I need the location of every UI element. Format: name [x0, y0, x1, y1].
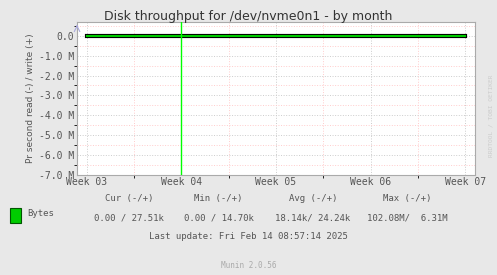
Text: Max (-/+): Max (-/+) [383, 194, 432, 203]
Text: Cur (-/+): Cur (-/+) [105, 194, 154, 203]
Text: 102.08M/  6.31M: 102.08M/ 6.31M [367, 213, 448, 222]
Y-axis label: Pr second read (-) / write (+): Pr second read (-) / write (+) [26, 34, 35, 163]
Text: Disk throughput for /dev/nvme0n1 - by month: Disk throughput for /dev/nvme0n1 - by mo… [104, 10, 393, 23]
Text: Min (-/+): Min (-/+) [194, 194, 243, 203]
Text: RRDTOOL / TOBI OETIKER: RRDTOOL / TOBI OETIKER [488, 74, 493, 157]
Text: Last update: Fri Feb 14 08:57:14 2025: Last update: Fri Feb 14 08:57:14 2025 [149, 232, 348, 241]
Text: Bytes: Bytes [27, 209, 54, 218]
Text: Munin 2.0.56: Munin 2.0.56 [221, 260, 276, 270]
Text: 0.00 / 27.51k: 0.00 / 27.51k [94, 213, 164, 222]
Text: 0.00 / 14.70k: 0.00 / 14.70k [184, 213, 253, 222]
Text: Avg (-/+): Avg (-/+) [289, 194, 337, 203]
Text: 18.14k/ 24.24k: 18.14k/ 24.24k [275, 213, 351, 222]
